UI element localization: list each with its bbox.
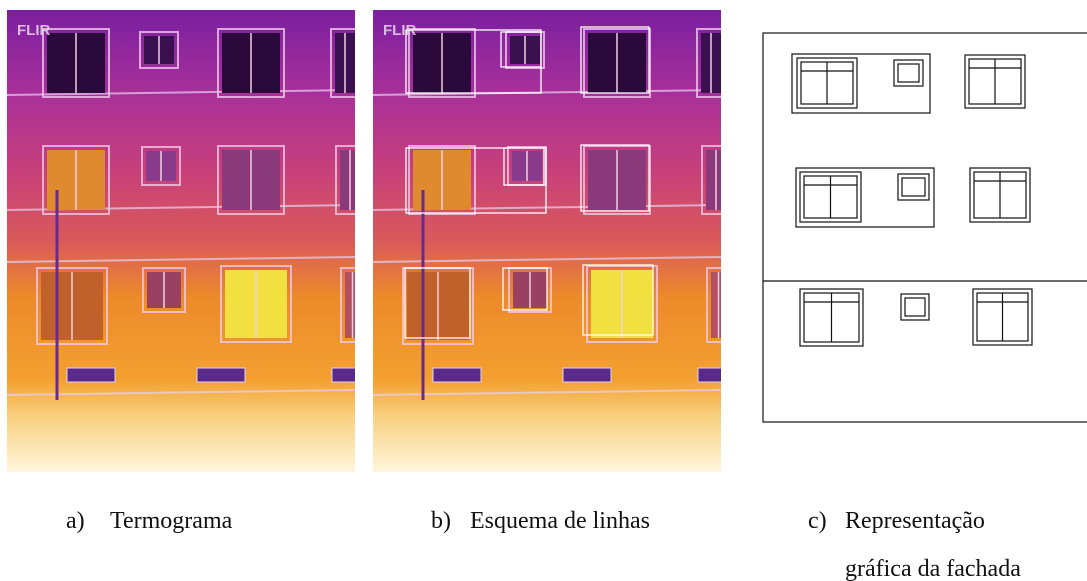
caption-text: Termograma	[110, 508, 233, 534]
caption-text: Esquema de linhas	[470, 508, 650, 534]
window-inner	[902, 178, 925, 196]
thermogram: FLIR	[7, 10, 380, 472]
caption-label: a)	[66, 508, 85, 534]
logo: FLIR	[383, 22, 416, 39]
thermogram-content	[7, 10, 380, 472]
planter	[197, 368, 245, 382]
window-inner	[898, 64, 919, 82]
facade-drawing	[763, 33, 1087, 422]
thermogram: FLIR	[373, 10, 746, 472]
caption-text: Representação	[845, 508, 985, 534]
window-inner	[905, 298, 925, 316]
caption-text: gráfica da fachada	[845, 556, 1021, 581]
planter	[698, 368, 746, 382]
figure-svg: a) Termograma b) Esquema de linhas c) Re…	[0, 0, 1087, 581]
planter	[433, 368, 481, 382]
planter	[563, 368, 611, 382]
planter	[67, 368, 115, 382]
thermogram-content	[373, 10, 746, 472]
figure: a) Termograma b) Esquema de linhas c) Re…	[0, 0, 1087, 581]
caption-label: b)	[431, 508, 451, 534]
planter	[332, 368, 380, 382]
logo: FLIR	[17, 22, 50, 39]
caption-label: c)	[808, 508, 827, 534]
